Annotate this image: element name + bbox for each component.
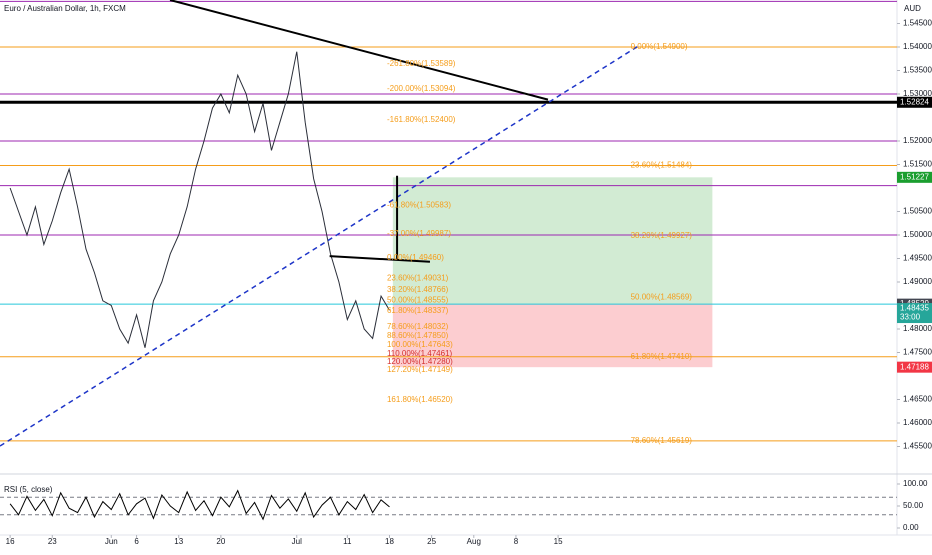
y-tick-label: 1.49000 (903, 277, 932, 286)
y-tick-label: 1.53500 (903, 66, 932, 75)
x-tick-label: Jun (105, 537, 118, 546)
price-tag-label: 1.52824 (900, 97, 929, 106)
y-tick-label: 1.50500 (903, 207, 932, 216)
fib-label: 110.00%(1.47461) (387, 349, 453, 358)
y-tick-label: 1.48000 (903, 324, 932, 333)
price-tag-label: 1.51227 (900, 172, 929, 181)
y-tick-label: 1.53000 (903, 89, 932, 98)
y-tick-label: 1.50000 (903, 230, 932, 239)
fib-label: -37.00%(1.49987) (387, 229, 451, 238)
fib-label: 38.20%(1.48766) (387, 285, 449, 294)
y-tick-label: 1.52000 (903, 136, 932, 145)
x-tick-label: 6 (134, 537, 139, 546)
y-tick-label: 1.51500 (903, 160, 932, 169)
y-tick-label: 1.49500 (903, 254, 932, 263)
fib-label: 78.60%(1.48032) (387, 322, 449, 331)
fib-label: 0.00%(1.49460) (387, 253, 444, 262)
y-tick-label: 100.00 (903, 479, 928, 488)
y-tick-label: 1.45500 (903, 442, 932, 451)
fib-label: 0.00%(1.54900) (631, 42, 688, 51)
x-tick-label: 20 (216, 537, 225, 546)
fib-label: 61.80%(1.48337) (387, 306, 449, 315)
x-tick-label: Aug (467, 537, 481, 546)
rsi-title: RSI (5, close) (4, 485, 53, 494)
trendline (169, 0, 549, 101)
fib-label: 100.00%(1.47643) (387, 340, 453, 349)
x-tick-label: Jul (292, 537, 302, 546)
y-tick-label: 1.46000 (903, 418, 932, 427)
y-tick-label: 1.54500 (903, 19, 932, 28)
fib-label: 61.80%(1.47410) (631, 352, 693, 361)
y-tick-label: 1.47500 (903, 348, 932, 357)
fib-label: 23.60%(1.49031) (387, 273, 449, 282)
price-line (9, 51, 390, 348)
y-tick-label: 0.00 (903, 523, 919, 532)
fib-label: 38.20%(1.49927) (631, 231, 693, 240)
fib-label: 23.60%(1.51484) (631, 161, 693, 170)
x-tick-label: 25 (427, 537, 436, 546)
x-tick-label: 16 (6, 537, 15, 546)
price-tag (897, 171, 932, 183)
price-tag-label: 1.48435 (900, 304, 929, 313)
chart-title: Euro / Australian Dollar, 1h, FXCM (4, 4, 126, 13)
trendline (329, 255, 431, 263)
y-tick-label: 1.46500 (903, 395, 932, 404)
fib-label: 127.20%(1.47149) (387, 365, 453, 374)
x-tick-label: 11 (343, 537, 352, 546)
y-axis-label: AUD (904, 4, 921, 13)
price-tag (897, 361, 932, 373)
y-tick-label: 50.00 (903, 501, 924, 510)
fib-label: 50.00%(1.48555) (387, 295, 449, 304)
x-tick-label: 23 (48, 537, 57, 546)
x-tick-label: 18 (385, 537, 394, 546)
price-tag (897, 303, 932, 324)
price-tag (897, 96, 932, 108)
fib-label: -261.80%(1.53589) (387, 59, 456, 68)
x-tick-label: 15 (554, 537, 563, 546)
fib-label: 78.60%(1.45619) (631, 436, 693, 445)
target-zone (392, 177, 713, 305)
price-tag-label: 1.47188 (900, 362, 929, 371)
y-tick-label: 1.54000 (903, 42, 932, 51)
fib-label: 88.60%(1.47850) (387, 331, 449, 340)
price-line (9, 489, 390, 521)
x-tick-label: 13 (174, 537, 183, 546)
price-tag-countdown: 33:00 (900, 313, 921, 322)
fib-label: 120.00%(1.47280) (387, 357, 453, 366)
fib-label: -61.80%(1.50583) (387, 200, 451, 209)
fib-label: -161.80%(1.52400) (387, 115, 456, 124)
fib-label: 50.00%(1.48569) (631, 293, 693, 302)
fib-label: 161.80%(1.46520) (387, 395, 453, 404)
fib-label: -200.00%(1.53094) (387, 84, 456, 93)
x-tick-label: 8 (514, 537, 519, 546)
